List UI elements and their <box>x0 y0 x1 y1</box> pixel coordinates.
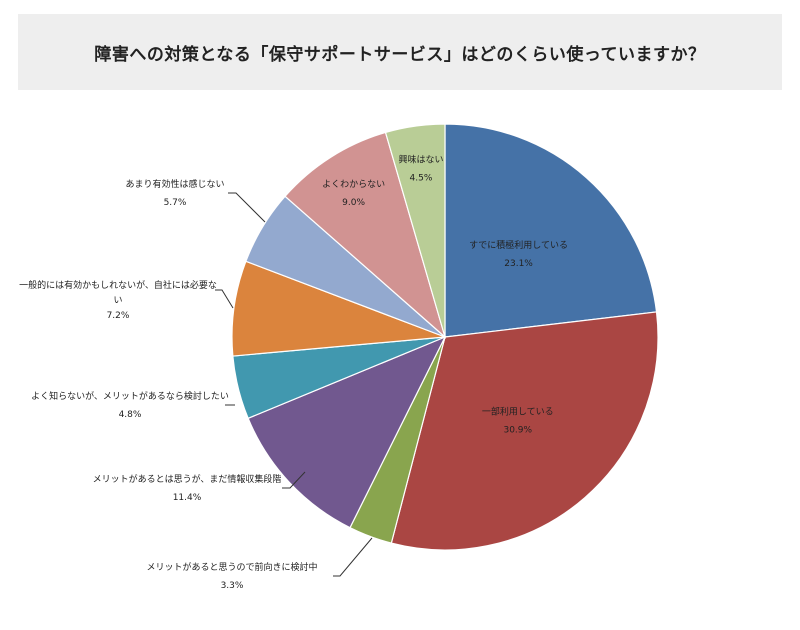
slice-label: あまり有効性は感じない 5.7% <box>125 178 224 208</box>
slice-value-label: 9.0% <box>342 198 365 208</box>
slice-value-label: 4.8% <box>119 410 142 420</box>
slice-label: メリットがあると思うので前向きに検討中 3.3% <box>146 561 317 591</box>
leader-line <box>282 471 306 489</box>
slice-category-label: あまり有効性は感じない <box>125 178 224 190</box>
leader-line <box>228 192 266 223</box>
slice-category-label: い <box>113 296 122 306</box>
leader-line <box>215 289 234 309</box>
pie-slice <box>284 131 447 339</box>
leader-line <box>333 537 373 577</box>
chart-title-bar: 障害への対策となる「保守サポートサービス」はどのくらい使っていますか？ <box>18 14 782 90</box>
slice-category-label: よく知らないが、メリットがあるなら検討したい <box>31 390 229 402</box>
slice-category-label: 一部利用している <box>482 405 554 417</box>
slice-category-label: メリットがあるとは思うが、まだ情報収集段階 <box>93 473 282 485</box>
slice-label: 一般的には有効かもしれないが、自社には必要ない 7.2% <box>19 279 217 321</box>
slice-category-label: 一般的には有効かもしれないが、自社には必要な <box>19 279 217 291</box>
slice-category-label: すでに積極利用している <box>469 239 568 251</box>
slice-labels: すでに積極利用している 23.1% 一部利用している 30.9% メリットがあると思うの… <box>19 153 568 591</box>
pie-slices <box>231 123 659 551</box>
slice-value-label: 11.4% <box>173 493 202 503</box>
slice-label: よく知らないが、メリットがあるなら検討したい 4.8% <box>31 390 229 420</box>
slice-value-label: 5.7% <box>164 198 187 208</box>
slice-label: 興味はない 4.5% <box>398 153 443 183</box>
slice-value-label: 30.9% <box>503 425 532 435</box>
pie-slice <box>444 123 658 338</box>
chart-title: 障害への対策となる「保守サポートサービス」はどのくらい使っていますか？ <box>94 44 706 65</box>
slice-category-label: 興味はない <box>398 153 443 165</box>
slice-label: 一部利用している 30.9% <box>482 405 554 435</box>
slice-value-label: 7.2% <box>107 311 130 321</box>
slice-category-label: よくわからない <box>322 179 385 190</box>
pie-slice <box>390 311 659 551</box>
slice-value-label: 23.1% <box>504 259 533 269</box>
slice-label: よくわからない 9.0% <box>322 179 385 208</box>
slice-label: すでに積極利用している 23.1% <box>469 239 568 269</box>
slice-category-label: メリットがあると思うので前向きに検討中 <box>146 561 317 573</box>
slice-value-label: 3.3% <box>221 581 244 591</box>
slice-label: メリットがあるとは思うが、まだ情報収集段階 11.4% <box>93 473 282 503</box>
slice-value-label: 4.5% <box>410 173 433 183</box>
leader-lines <box>215 192 373 577</box>
pie-slice <box>384 123 446 338</box>
